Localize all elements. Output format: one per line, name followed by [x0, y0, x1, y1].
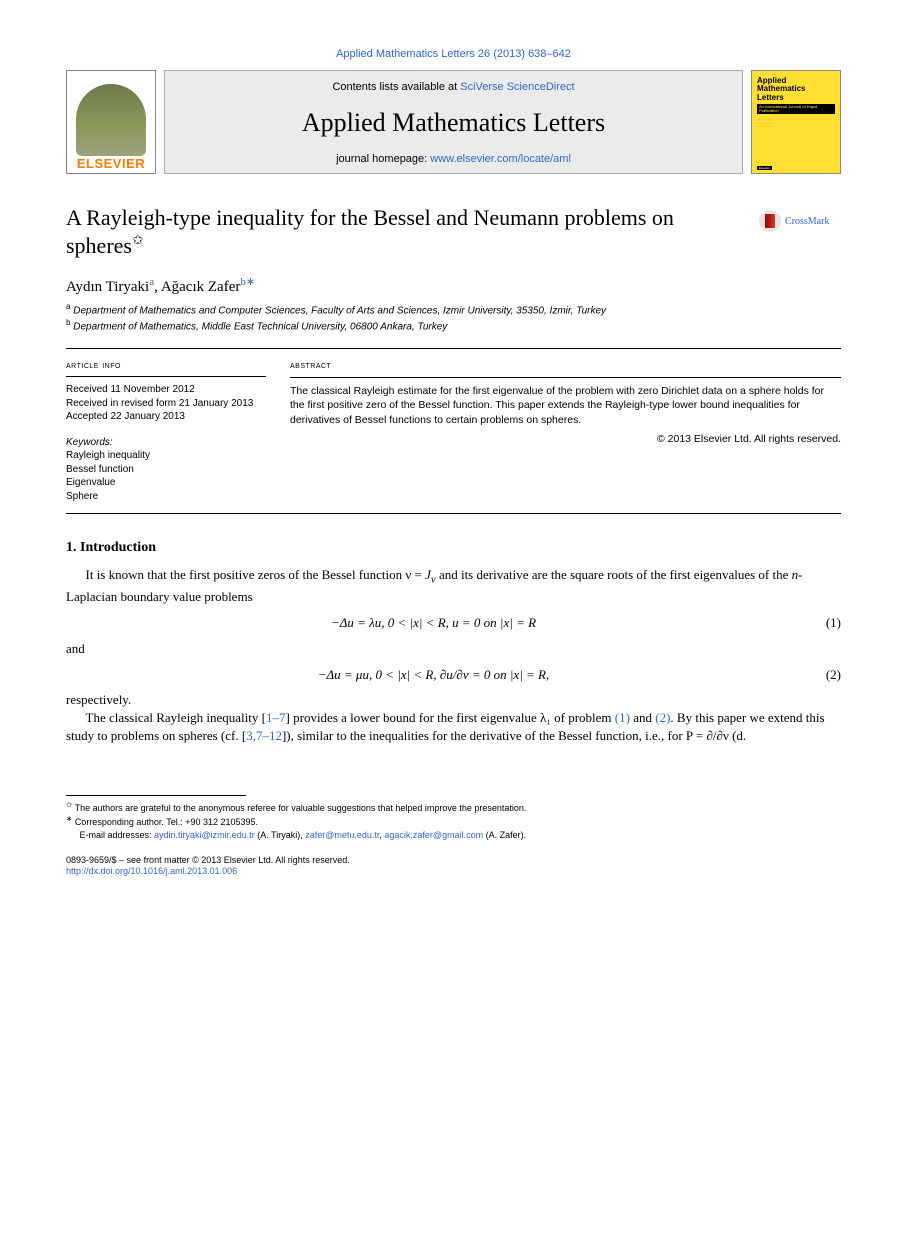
- crossmark-icon: [759, 210, 781, 232]
- authors: Aydın Tiryakia, Ağacık Zaferb∗: [66, 275, 841, 296]
- crossmark-badge[interactable]: CrossMark: [759, 210, 841, 232]
- homepage-link[interactable]: www.elsevier.com/locate/aml: [430, 153, 571, 165]
- homepage-prefix: journal homepage:: [336, 153, 430, 165]
- aff-a-label: a: [66, 302, 70, 311]
- cover-title: Applied Mathematics Letters: [757, 77, 835, 102]
- title-footnote-mark: ✩: [132, 233, 144, 248]
- history-received: Received 11 November 2012: [66, 383, 266, 397]
- top-citation: Applied Mathematics Letters 26 (2013) 63…: [66, 48, 841, 60]
- aff-b-text: Department of Mathematics, Middle East T…: [73, 321, 447, 332]
- p2: respectively.: [66, 692, 131, 707]
- keyword-4: Sphere: [66, 490, 266, 504]
- equation-2: −Δu = μu, 0 < |x| < R, ∂u/∂ν = 0 on |x| …: [66, 666, 801, 684]
- contents-line: Contents lists available at SciVerse Sci…: [332, 81, 574, 93]
- p1b: and its derivative are the square roots …: [436, 567, 792, 582]
- cite-1-7[interactable]: 1–7: [266, 710, 286, 725]
- p1a: It is known that the first positive zero…: [86, 567, 426, 582]
- cover-bar: An International Journal of Rapid Public…: [757, 104, 835, 114]
- abstract-text: The classical Rayleigh estimate for the …: [290, 384, 841, 428]
- keyword-3: Eigenvalue: [66, 476, 266, 490]
- bottom-block: 0893-9659/$ – see front matter © 2013 El…: [66, 855, 841, 878]
- abstract-hdr: abstract: [290, 359, 841, 373]
- article-info: article info Received 11 November 2012 R…: [66, 349, 276, 514]
- masthead: ELSEVIER Contents lists available at Sci…: [66, 70, 841, 174]
- elsevier-label: ELSEVIER: [77, 156, 145, 171]
- email-2[interactable]: zafer@metu.edu.tr: [305, 830, 379, 840]
- section-1-hdr: 1. Introduction: [66, 540, 841, 556]
- footnotes: ✩ The authors are grateful to the anonym…: [66, 800, 841, 840]
- email-3-who: (A. Zafer).: [483, 830, 526, 840]
- p3b: provides a lower bound for the first eig…: [290, 710, 615, 725]
- keyword-2: Bessel function: [66, 463, 266, 477]
- corresponding-mark[interactable]: ∗: [246, 276, 255, 288]
- journal-header-box: Contents lists available at SciVerse Sci…: [164, 70, 743, 174]
- author-1-aff[interactable]: a: [149, 276, 154, 288]
- fn-star-mark: ∗: [66, 814, 72, 823]
- fn-spade-mark: ✩: [66, 800, 72, 809]
- author-2: Ağacık Zafer: [161, 279, 241, 295]
- elsevier-logo[interactable]: ELSEVIER: [66, 70, 156, 174]
- keyword-1: Rayleigh inequality: [66, 449, 266, 463]
- footnote-separator: [66, 795, 246, 796]
- equation-2-num: (2): [801, 666, 841, 684]
- cover-foot: Elsevier: [757, 166, 772, 170]
- homepage-line: journal homepage: www.elsevier.com/locat…: [336, 153, 571, 165]
- journal-cover-thumb[interactable]: Applied Mathematics Letters An Internati…: [751, 70, 841, 174]
- p3a: The classical Rayleigh inequality: [86, 710, 262, 725]
- keywords-hdr: Keywords:: [66, 436, 266, 450]
- fn-star-text: Corresponding author. Tel.: +90 312 2105…: [75, 817, 258, 827]
- eq-link-2[interactable]: (2): [655, 710, 670, 725]
- author-1: Aydın Tiryaki: [66, 279, 149, 295]
- p3e: ), similar to the inequalities for the d…: [286, 728, 746, 743]
- crossmark-label: CrossMark: [785, 216, 829, 227]
- eq-link-1[interactable]: (1): [615, 710, 630, 725]
- equation-1-num: (1): [801, 614, 841, 632]
- doi-link[interactable]: http://dx.doi.org/10.1016/j.aml.2013.01.…: [66, 866, 237, 876]
- history-accepted: Accepted 22 January 2013: [66, 410, 266, 424]
- fn-spade-text: The authors are grateful to the anonymou…: [75, 803, 527, 813]
- email-3[interactable]: agacik.zafer@gmail.com: [384, 830, 483, 840]
- email-label: E-mail addresses:: [80, 830, 155, 840]
- aff-b-label: b: [66, 318, 70, 327]
- issn-line: 0893-9659/$ – see front matter © 2013 El…: [66, 855, 841, 867]
- cite-3-7-12[interactable]: 3,7–12: [246, 728, 282, 743]
- affiliations: a Department of Mathematics and Computer…: [66, 302, 841, 334]
- p3c: and: [630, 710, 655, 725]
- history-received-rev: Received in revised form 21 January 2013: [66, 397, 266, 411]
- journal-title: Applied Mathematics Letters: [302, 108, 605, 138]
- abstract-copyright: © 2013 Elsevier Ltd. All rights reserved…: [290, 432, 841, 447]
- email-1-who: (A. Tiryaki),: [255, 830, 306, 840]
- aff-a-text: Department of Mathematics and Computer S…: [73, 305, 606, 316]
- equation-1: −Δu = λu, 0 < |x| < R, u = 0 on |x| = R: [66, 614, 801, 632]
- contents-prefix: Contents lists available at: [332, 81, 460, 93]
- title-text: A Rayleigh-type inequality for the Besse…: [66, 205, 674, 258]
- body-text: It is known that the first positive zero…: [66, 566, 841, 745]
- abstract-box: abstract The classical Rayleigh estimate…: [276, 349, 841, 514]
- email-1[interactable]: aydin.tiryaki@izmir.edu.tr: [154, 830, 255, 840]
- tree-icon: [76, 84, 146, 156]
- sciencedirect-link[interactable]: SciVerse ScienceDirect: [460, 81, 574, 93]
- cover-contents: ···· ···· ········ ···· ········ ···· ··…: [757, 118, 835, 129]
- paper-title: A Rayleigh-type inequality for the Besse…: [66, 204, 749, 259]
- article-info-hdr: article info: [66, 360, 121, 371]
